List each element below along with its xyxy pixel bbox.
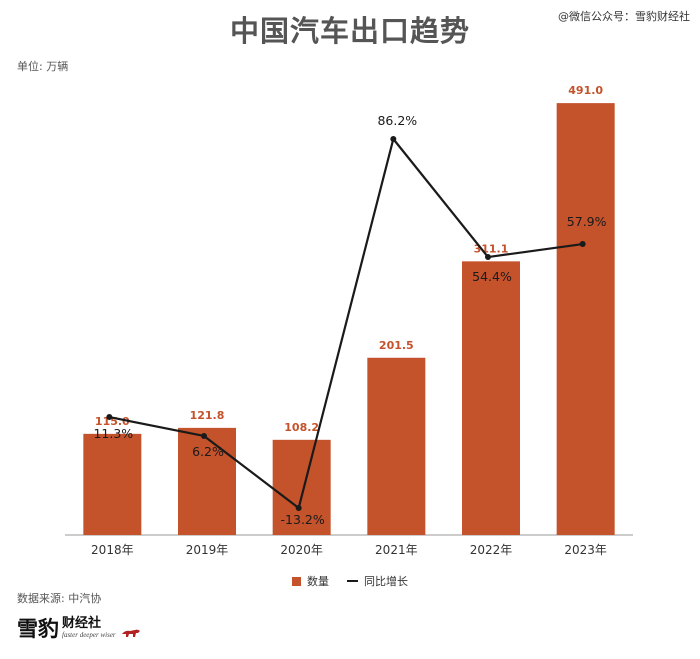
growth-label-2: -13.2% [281, 512, 325, 527]
legend-item-bar: 数量 [292, 573, 329, 589]
growth-label-0: 11.3% [93, 426, 133, 441]
chart-title: 中国汽车出口趋势 [229, 14, 470, 48]
legend-line-label: 同比增长 [364, 575, 408, 588]
bar-label-4: 311.1 [474, 242, 509, 255]
data-source: 数据来源: 中汽协 [17, 592, 102, 605]
brand-name: 财经社 [62, 616, 102, 631]
growth-label-3: 86.2% [377, 113, 417, 128]
bar-0 [83, 433, 142, 535]
x-tick-label-2: 2020年 [280, 543, 323, 557]
growth-point-4 [485, 254, 491, 261]
bar-2 [272, 439, 331, 535]
brand-main: 雪豹 [17, 616, 59, 641]
growth-point-5 [579, 241, 586, 248]
growth-point-3 [390, 136, 397, 142]
growth-point-2 [295, 505, 302, 511]
bar-1 [178, 427, 236, 535]
bar-5 [556, 103, 615, 536]
bar-label-5: 491.0 [568, 84, 603, 97]
growth-label-5: 57.9% [567, 214, 607, 229]
x-tick-label-5: 2023年 [564, 543, 607, 557]
brand-logo: 雪豹 财经社 faster deeper wiser [17, 617, 141, 639]
growth-line [109, 137, 583, 510]
legend-line-swatch [347, 580, 358, 582]
source-watermark: @微信公众号：雪豹财经社 [558, 10, 690, 23]
x-tick-label-3: 2021年 [375, 543, 418, 557]
bar-label-3: 201.5 [379, 339, 414, 352]
legend-bar-label: 数量 [307, 575, 329, 588]
legend-item-line: 同比增长 [347, 573, 408, 589]
bar-label-1: 121.8 [190, 409, 225, 422]
x-tick-label-4: 2022年 [470, 543, 513, 557]
growth-point-0 [106, 414, 113, 421]
legend-bar-swatch [292, 576, 301, 586]
growth-point-1 [201, 432, 207, 439]
bar-label-0: 115.0 [95, 415, 130, 428]
growth-label-1: 6.2% [192, 444, 224, 459]
chart-canvas: 115.0 121.8 108.2 201.5 311.1 491.0 2018年 2019年… [65, 84, 633, 557]
brand-tagline: faster deeper wiser [62, 631, 116, 639]
x-tick-label-1: 2019年 [186, 543, 229, 557]
unit-label: 单位: 万辆 [17, 60, 69, 73]
bar-4 [462, 261, 520, 535]
bar-label-2: 108.2 [284, 421, 319, 434]
chart-legend: 数量 同比增长 [0, 573, 700, 589]
leopard-icon [121, 629, 140, 637]
growth-label-4: 54.4% [472, 269, 512, 284]
brand-sub: 财经社 faster deeper wiser [62, 617, 116, 639]
bar-3 [367, 357, 426, 535]
x-tick-label-0: 2018年 [91, 543, 134, 557]
